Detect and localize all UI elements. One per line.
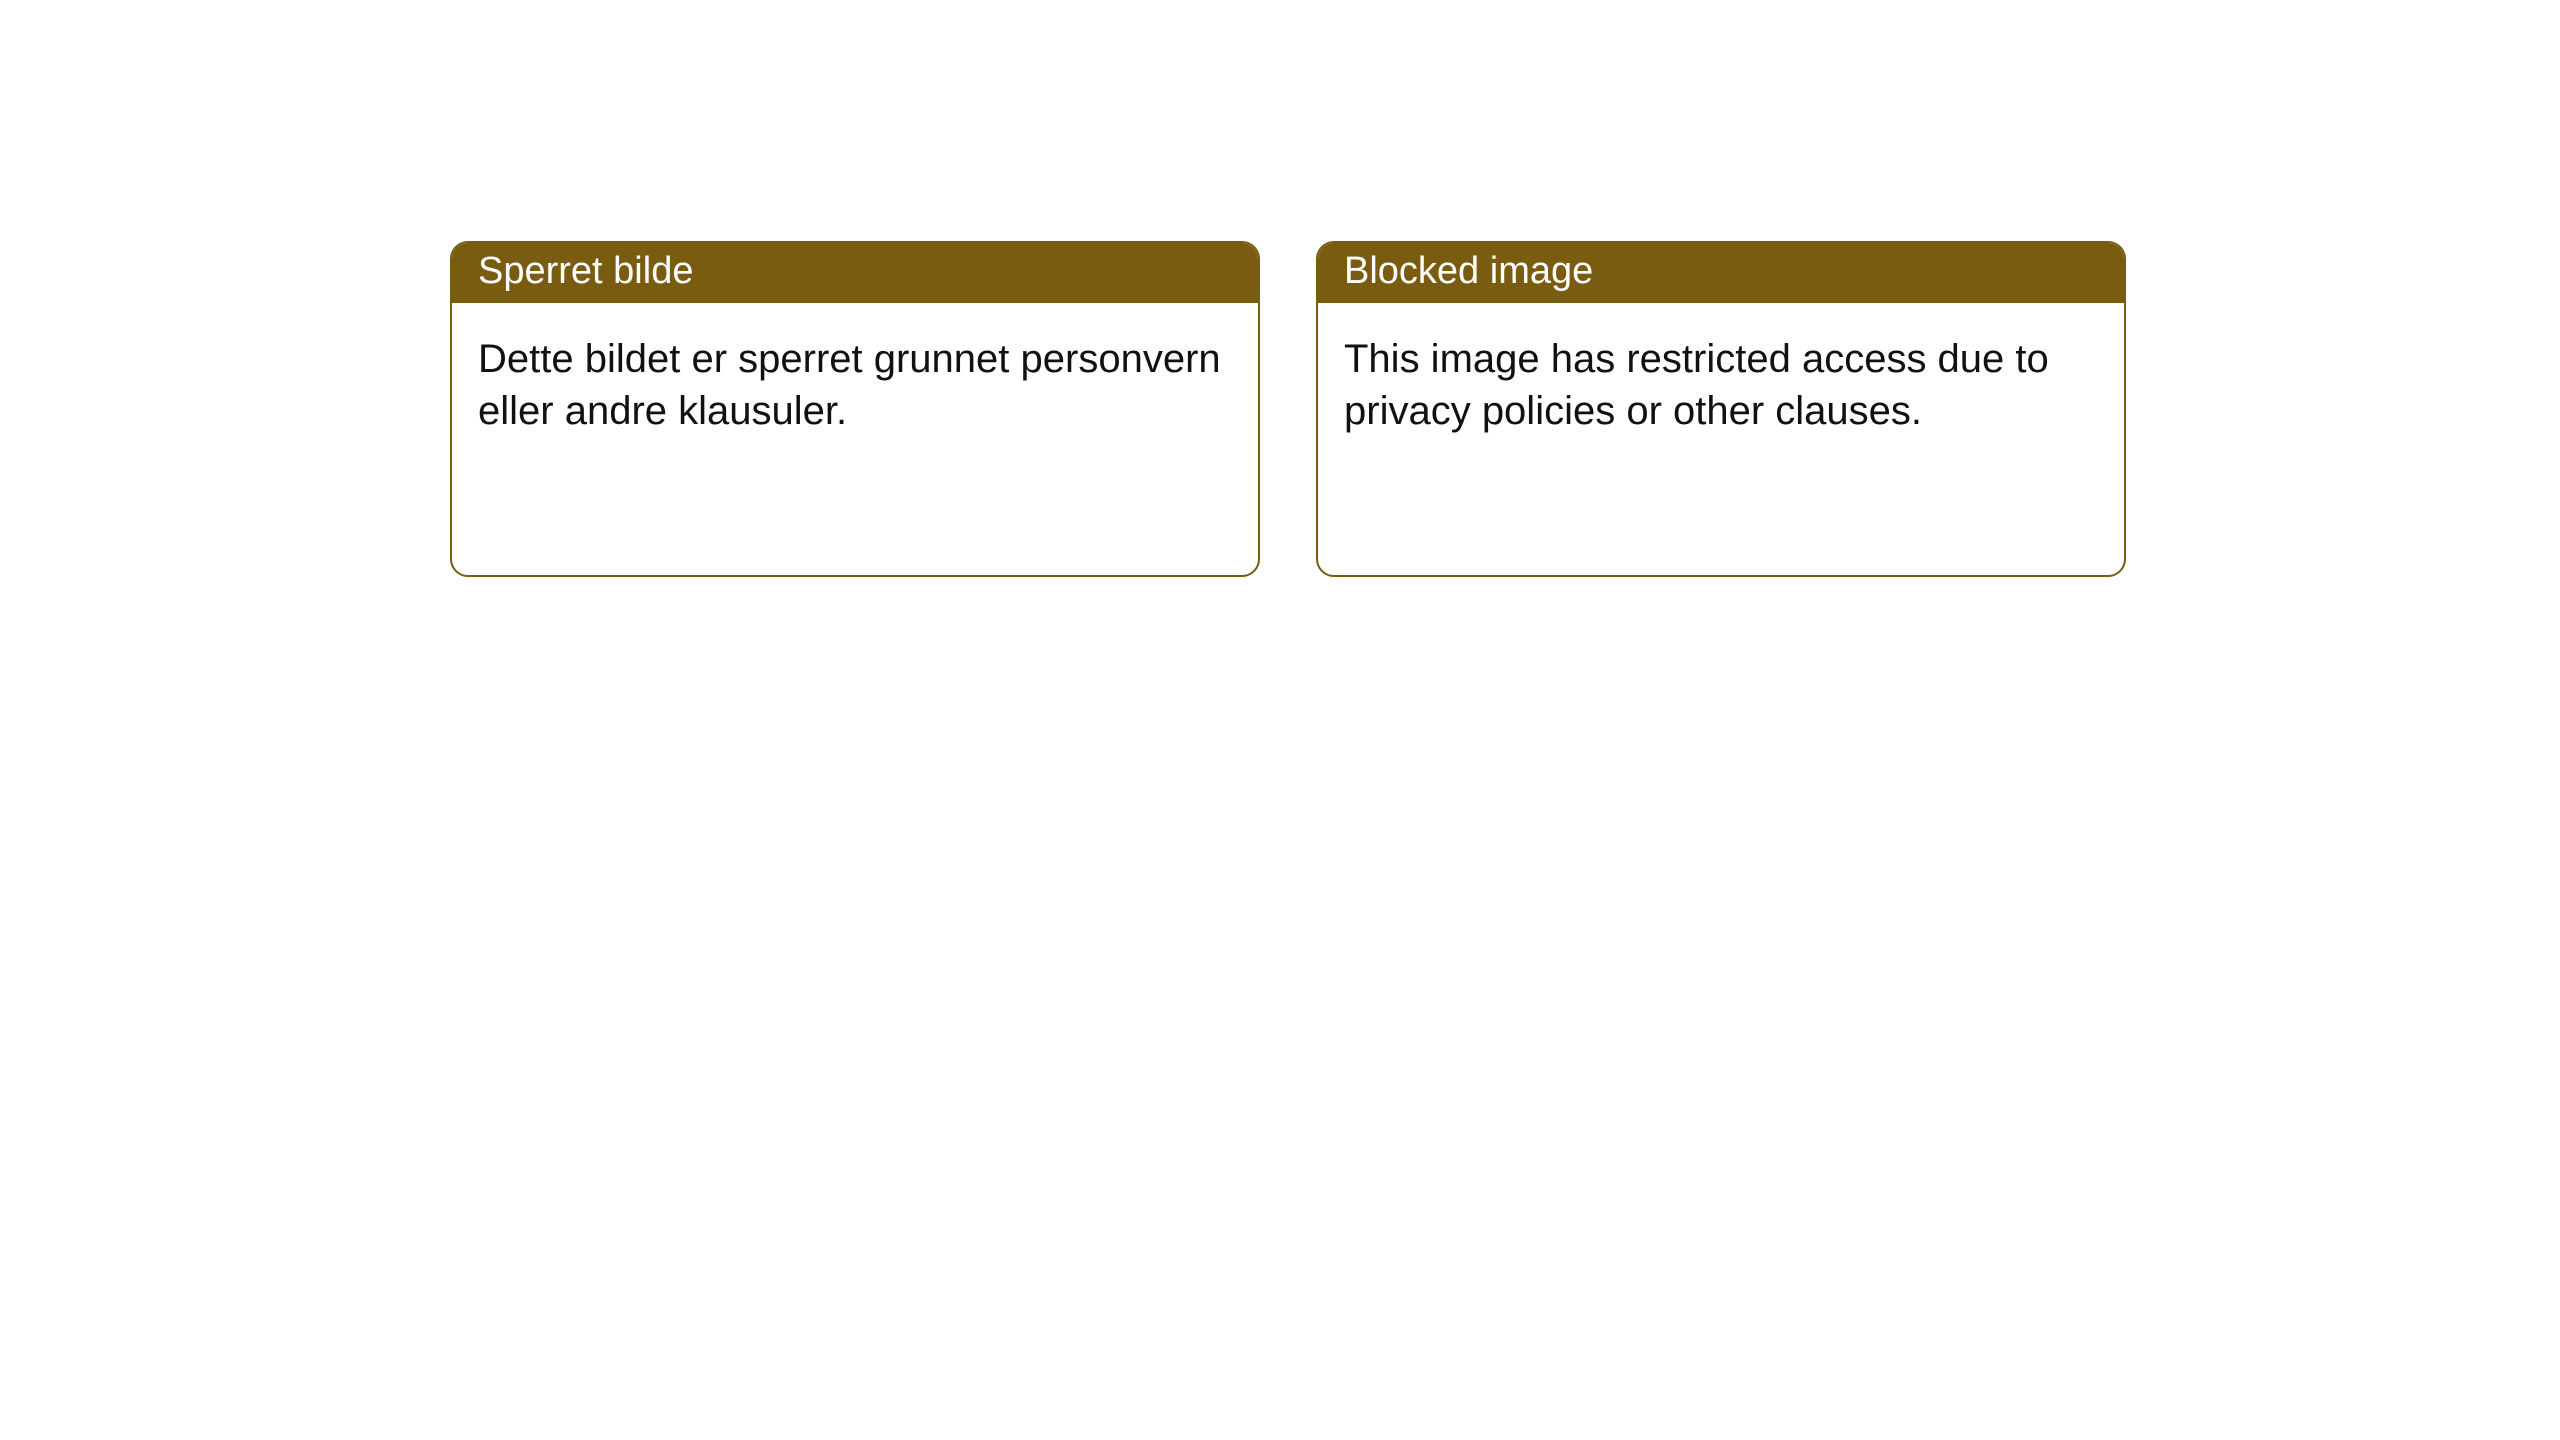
notice-card-title: Blocked image [1318,243,2124,303]
notice-cards-container: Sperret bilde Dette bildet er sperret gr… [450,241,2126,577]
notice-card-title: Sperret bilde [452,243,1258,303]
notice-card-body: Dette bildet er sperret grunnet personve… [452,303,1258,437]
notice-card-body: This image has restricted access due to … [1318,303,2124,437]
notice-card-norwegian: Sperret bilde Dette bildet er sperret gr… [450,241,1260,577]
notice-card-english: Blocked image This image has restricted … [1316,241,2126,577]
